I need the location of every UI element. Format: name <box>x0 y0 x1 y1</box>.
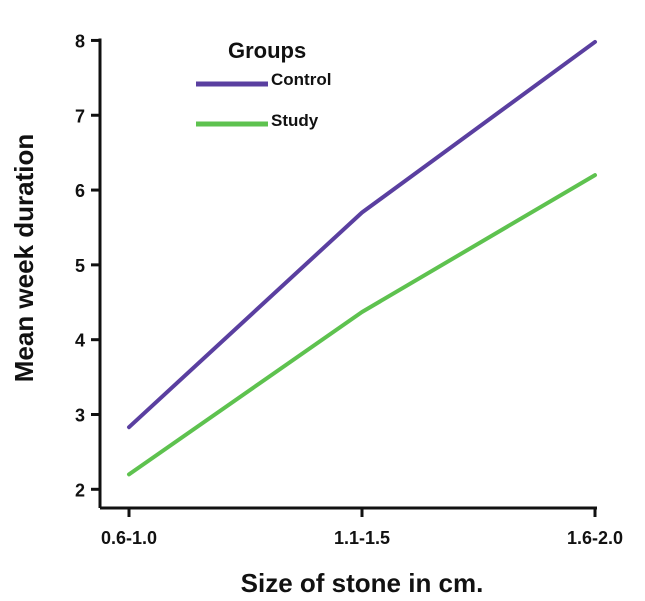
legend-label-study: Study <box>271 111 319 130</box>
series-line-control <box>127 39 597 430</box>
y-axis-title: Mean week duration <box>9 134 39 383</box>
legend: Groups Control Study <box>196 38 331 130</box>
y-tick-label: 6 <box>75 181 85 201</box>
y-tick-label: 3 <box>75 405 85 425</box>
y-tick-label: 4 <box>75 331 85 351</box>
legend-label-control: Control <box>271 70 331 89</box>
series-layer <box>127 39 597 477</box>
x-axis-ticks: 0.6-1.0 1.1-1.5 1.6-2.0 <box>101 508 623 548</box>
x-tick-label: 1.6-2.0 <box>567 528 623 548</box>
y-tick-label: 7 <box>75 106 85 126</box>
x-axis-title: Size of stone in cm. <box>241 568 484 598</box>
y-tick-label: 8 <box>75 31 85 51</box>
x-tick-label: 1.1-1.5 <box>334 528 390 548</box>
legend-title: Groups <box>228 38 306 63</box>
y-axis-ticks: 2 3 4 5 6 7 8 <box>75 31 100 500</box>
y-tick-label: 5 <box>75 256 85 276</box>
x-tick-label: 0.6-1.0 <box>101 528 157 548</box>
series-line-study <box>127 173 597 477</box>
y-tick-label: 2 <box>75 480 85 500</box>
